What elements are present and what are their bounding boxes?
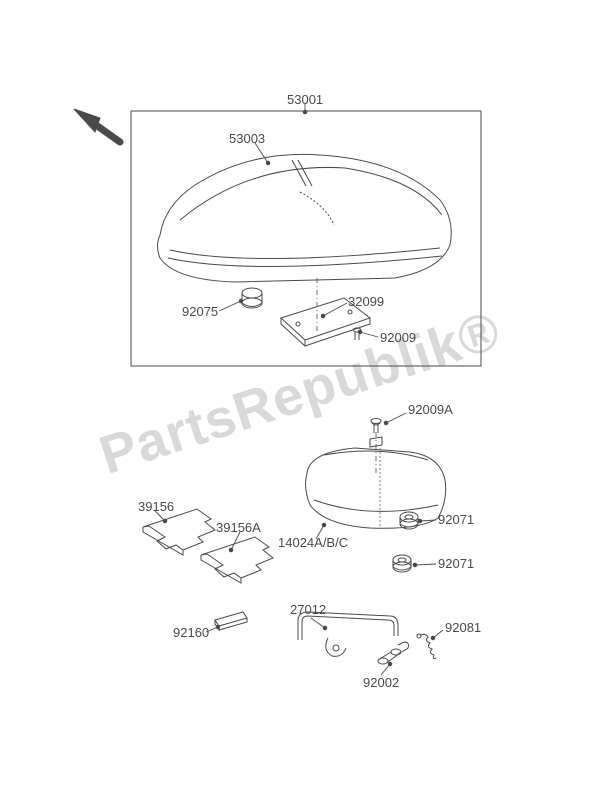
label-92002: 92002: [363, 675, 399, 690]
seat-body: [158, 154, 452, 282]
pad-39156a: [201, 537, 273, 583]
hook-27012: [298, 612, 398, 656]
label-39156a: 39156A: [216, 520, 261, 535]
label-27012: 27012: [290, 602, 326, 617]
label-92081: 92081: [445, 620, 481, 635]
parts-diagram-svg: [0, 0, 600, 785]
pad-39156: [143, 509, 215, 555]
bolt-92002: [378, 642, 409, 664]
label-92160: 92160: [173, 625, 209, 640]
label-53001: 53001: [287, 92, 323, 107]
label-92075: 92075: [182, 304, 218, 319]
grommet-92071-b: [393, 555, 411, 572]
label-92071b: 92071: [438, 556, 474, 571]
assembly-box: [131, 111, 481, 366]
label-92009a: 92009A: [408, 402, 453, 417]
leader-lines: [155, 104, 443, 675]
orientation-arrow: [74, 109, 120, 142]
label-39156: 39156: [138, 499, 174, 514]
damper-92075: [242, 288, 262, 308]
label-92071a: 92071: [438, 512, 474, 527]
label-92009: 92009: [380, 330, 416, 345]
label-14024: 14024A/B/C: [278, 535, 348, 550]
label-32099: 32099: [348, 294, 384, 309]
label-53003: 53003: [229, 131, 265, 146]
